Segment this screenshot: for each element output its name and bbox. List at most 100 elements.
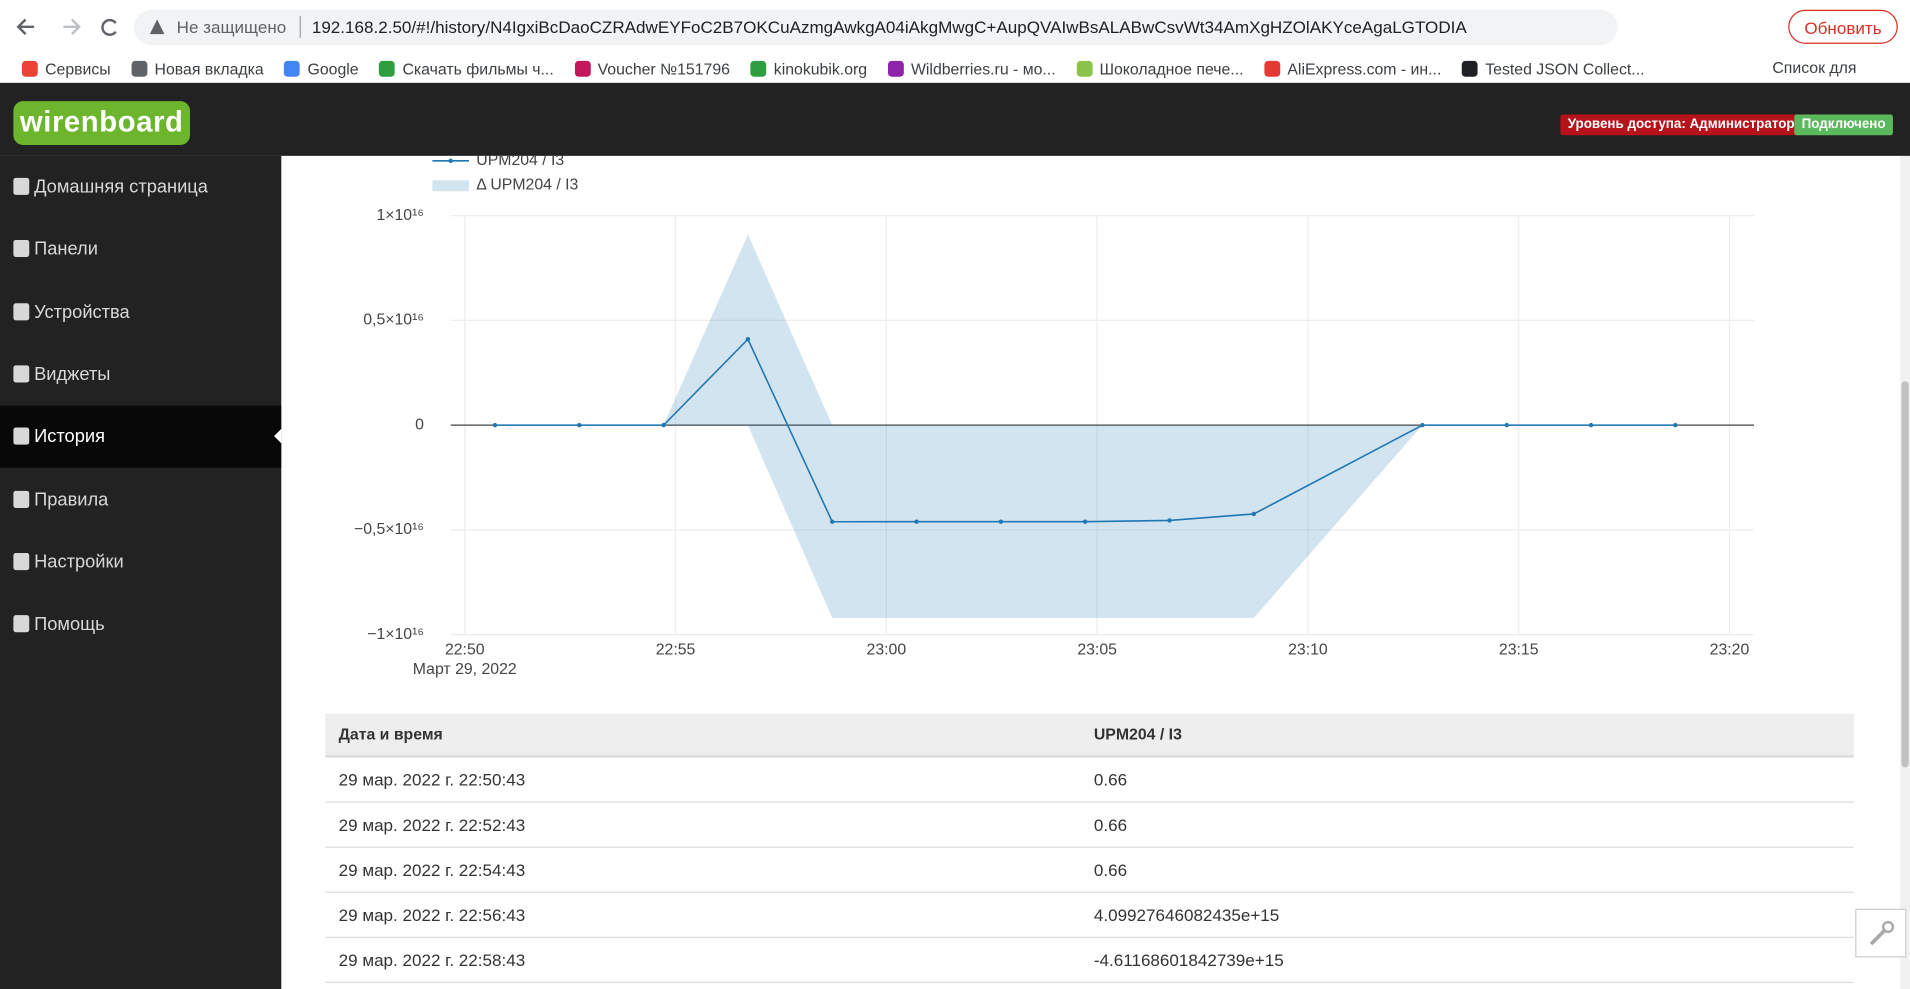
bookmark-label: Новая вкладка: [154, 59, 264, 78]
nav-item[interactable]: Домашняя страница: [0, 156, 281, 218]
bookmark[interactable]: Voucher №151796: [574, 59, 730, 78]
column-header: UPM204 / I3: [1093, 724, 1182, 744]
bookmark-label: Скачать фильмы ч...: [402, 59, 554, 78]
point: [745, 337, 751, 342]
nav-item[interactable]: Устройства: [0, 281, 281, 343]
bookmark[interactable]: Новая вкладка: [131, 59, 264, 78]
bookmark-icon: [574, 60, 591, 77]
nav-icon: [13, 552, 30, 570]
nav-icon: [13, 427, 30, 445]
bookmark[interactable]: Tested JSON Collect...: [1462, 59, 1645, 78]
nav-icon: [13, 490, 30, 508]
bookmark[interactable]: kinokubik.org: [750, 59, 868, 78]
x-tick-label: 23:20: [1710, 642, 1750, 659]
bookmark[interactable]: AliExpress.com - ин...: [1264, 59, 1441, 77]
address-bar[interactable]: [133, 9, 1618, 46]
table-row: 29 мар. 2022 г. 22:58:43 -4.6116860184273…: [325, 938, 1854, 984]
point: [1167, 518, 1172, 523]
y-tick-label: 0: [415, 416, 424, 433]
point: [1588, 422, 1594, 428]
bookmarks-bar: Сервисы Новая вкладка Google Скачать фильмы…: [21, 56, 1645, 80]
bookmark-icon: [887, 60, 904, 77]
settings-button[interactable]: [1855, 908, 1907, 958]
x-tick-label: 23:15: [1499, 642, 1539, 659]
point: [492, 422, 498, 428]
bookmark[interactable]: Google: [284, 59, 359, 78]
nav-item[interactable]: Виджеты: [0, 343, 281, 405]
update-button[interactable]: Обновить: [1788, 9, 1898, 44]
table-cell: 29 мар. 2022 г. 22:54:43: [338, 859, 526, 880]
scrollbar-thumb[interactable]: [1901, 381, 1909, 768]
nav-icon: [13, 240, 30, 258]
bookmark-label: Voucher №151796: [597, 59, 730, 78]
bookmark[interactable]: Шоколадное пече...: [1076, 59, 1244, 78]
warning-icon: [149, 19, 165, 35]
y-tick-label: 0,5×10¹⁶: [363, 312, 424, 329]
nav-item[interactable]: История: [0, 405, 282, 468]
nav-item[interactable]: Правила: [0, 468, 281, 530]
x-tick-label: 23:05: [1077, 642, 1117, 659]
point: [1082, 519, 1088, 524]
bookmark-label: AliExpress.com - ин...: [1287, 59, 1442, 78]
series-line: [494, 337, 1676, 523]
table-cell: 29 мар. 2022 г. 22:56:43: [338, 905, 526, 925]
x-tick-label: 22:50: [445, 642, 485, 659]
bookmark-label: kinokubik.org: [773, 59, 868, 78]
access-badge: Уровень доступа: Администратор: [1560, 114, 1802, 136]
point: [830, 519, 835, 524]
bookmark-label: Шоколадное пече...: [1099, 59, 1244, 78]
point: [1504, 422, 1509, 428]
table-cell: 29 мар. 2022 г. 22:50:43: [338, 769, 526, 790]
table-row: 29 мар. 2022 г. 22:56:43 4.09927646082435…: [325, 893, 1854, 938]
nav-label: Помощь: [34, 614, 105, 635]
logo[interactable]: wirenboard: [13, 101, 191, 145]
content: 22:50 22:55 23:00 23:05 23:10 23:15 23:20 Март …: [281, 155, 1901, 989]
point: [1251, 511, 1256, 517]
bookmark-icon: [21, 60, 38, 77]
nav-item[interactable]: Панели: [0, 218, 281, 280]
bookmark[interactable]: Сервисы: [21, 59, 111, 77]
nav-icon: [13, 177, 30, 195]
table-cell: -4.61168601842739e+15: [1093, 950, 1284, 970]
legend-label: UPM204 / I3: [476, 156, 564, 169]
column-header: Дата и время: [338, 724, 443, 744]
point: [577, 422, 582, 428]
sidebar: Домашняя страница Панели Устройства Виджеты…: [0, 155, 282, 989]
x-tick-label: 22:55: [656, 642, 696, 659]
x-tick-label: 23:00: [867, 642, 907, 659]
table-row: 29 мар. 2022 г. 22:54:43 0.66: [325, 848, 1854, 893]
nav-buttons[interactable]: [12, 12, 122, 41]
table-cell: 0.66: [1093, 859, 1128, 880]
bookmark-icon: [284, 60, 301, 77]
url[interactable]: 192.168.2.50/#!/history/N4IgxiBcDaoCZRAd…: [311, 17, 1467, 37]
status-badge: Подключено: [1794, 114, 1893, 136]
bookmark-label: Tested JSON Collect...: [1485, 59, 1645, 78]
bookmark-icon: [131, 60, 148, 77]
point: [661, 422, 666, 428]
bookmark-icon: [750, 60, 767, 77]
bookmark-label: Google: [307, 59, 359, 78]
legend-label: Δ UPM204 / I3: [476, 176, 578, 193]
nav-label: Настройки: [34, 551, 124, 573]
y-tick-label: −1×10¹⁶: [367, 626, 424, 643]
nav-item[interactable]: Настройки: [0, 531, 281, 593]
chart: 22:50 22:55 23:00 23:05 23:10 23:15 23:20 Март …: [354, 156, 1755, 678]
nav-icon: [13, 365, 30, 383]
table-cell: 0.66: [1093, 814, 1128, 835]
bookmark-icon: [1264, 60, 1281, 77]
nav-label: Виджеты: [34, 364, 111, 385]
separator: [299, 15, 301, 38]
y-tick-label: −0,5×10¹⁶: [354, 521, 424, 538]
browser-toolbar: Не защищено 192.168.2.50/#!/history/N4Ig…: [0, 0, 1910, 95]
nav-item[interactable]: Помощь: [0, 593, 281, 655]
wrench-icon: [1869, 920, 1895, 946]
table-cell: 4.09927646082435e+15: [1093, 905, 1280, 925]
bookmark[interactable]: Скачать фильмы ч...: [379, 59, 554, 78]
bookmark[interactable]: Wildberries.ru - мо...: [887, 59, 1056, 77]
table-cell: 0.66: [1093, 769, 1128, 790]
table-row: 29 мар. 2022 г. 22:50:43 0.66: [325, 758, 1854, 803]
nav-label: Устройства: [34, 301, 130, 323]
table-cell: 29 мар. 2022 г. 22:52:43: [338, 814, 526, 835]
